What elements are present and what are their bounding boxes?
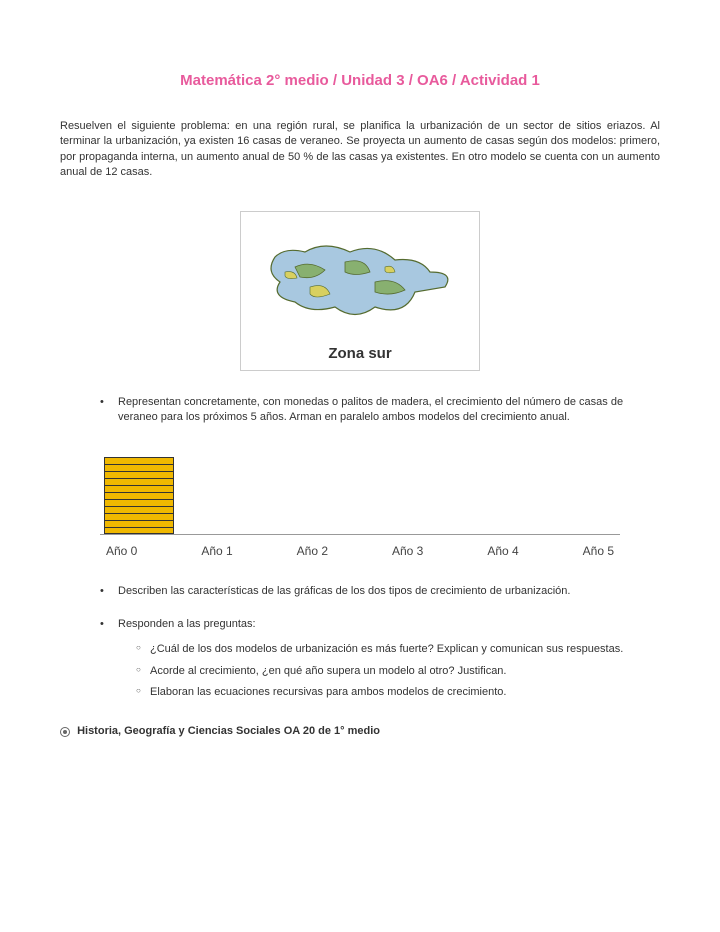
zona-sur-map-svg xyxy=(255,222,465,332)
list-item-text: Responden a las preguntas: xyxy=(118,618,256,630)
year-label: Año 3 xyxy=(392,543,423,560)
list-item: Responden a las preguntas: ¿Cuál de los … xyxy=(100,617,660,701)
chart-axis xyxy=(100,534,620,535)
activity-list: Representan concretamente, con monedas o… xyxy=(100,395,660,426)
related-icon xyxy=(60,727,70,737)
growth-chart: Año 0 Año 1 Año 2 Año 3 Año 4 Año 5 xyxy=(100,444,620,560)
chart-year-labels: Año 0 Año 1 Año 2 Año 3 Año 4 Año 5 xyxy=(100,543,620,560)
list-item: Describen las características de las grá… xyxy=(100,584,660,599)
sub-item: Acorde al crecimiento, ¿en qué año super… xyxy=(136,664,660,679)
list-item: Representan concretamente, con monedas o… xyxy=(100,395,660,426)
intro-paragraph: Resuelven el siguiente problema: en una … xyxy=(60,119,660,181)
related-subject: Historia, Geografía y Ciencias Sociales … xyxy=(60,724,660,739)
chart-bars xyxy=(100,444,620,534)
year-label: Año 5 xyxy=(583,543,614,560)
sub-item: Elaboran las ecuaciones recursivas para … xyxy=(136,685,660,700)
year-label: Año 1 xyxy=(201,543,232,560)
sub-item: ¿Cuál de los dos modelos de urbanización… xyxy=(136,642,660,657)
year-label: Año 4 xyxy=(487,543,518,560)
related-text: Historia, Geografía y Ciencias Sociales … xyxy=(77,725,380,737)
sub-questions: ¿Cuál de los dos modelos de urbanización… xyxy=(136,642,660,700)
year-label: Año 2 xyxy=(297,543,328,560)
year-label: Año 0 xyxy=(106,543,137,560)
page-title: Matemática 2° medio / Unidad 3 / OA6 / A… xyxy=(60,70,660,91)
map-label: Zona sur xyxy=(251,343,469,364)
activity-list-2: Describen las características de las grá… xyxy=(100,584,660,701)
bar-year-0 xyxy=(104,457,174,534)
map-box: Zona sur xyxy=(240,211,480,371)
map-figure: Zona sur xyxy=(60,211,660,371)
